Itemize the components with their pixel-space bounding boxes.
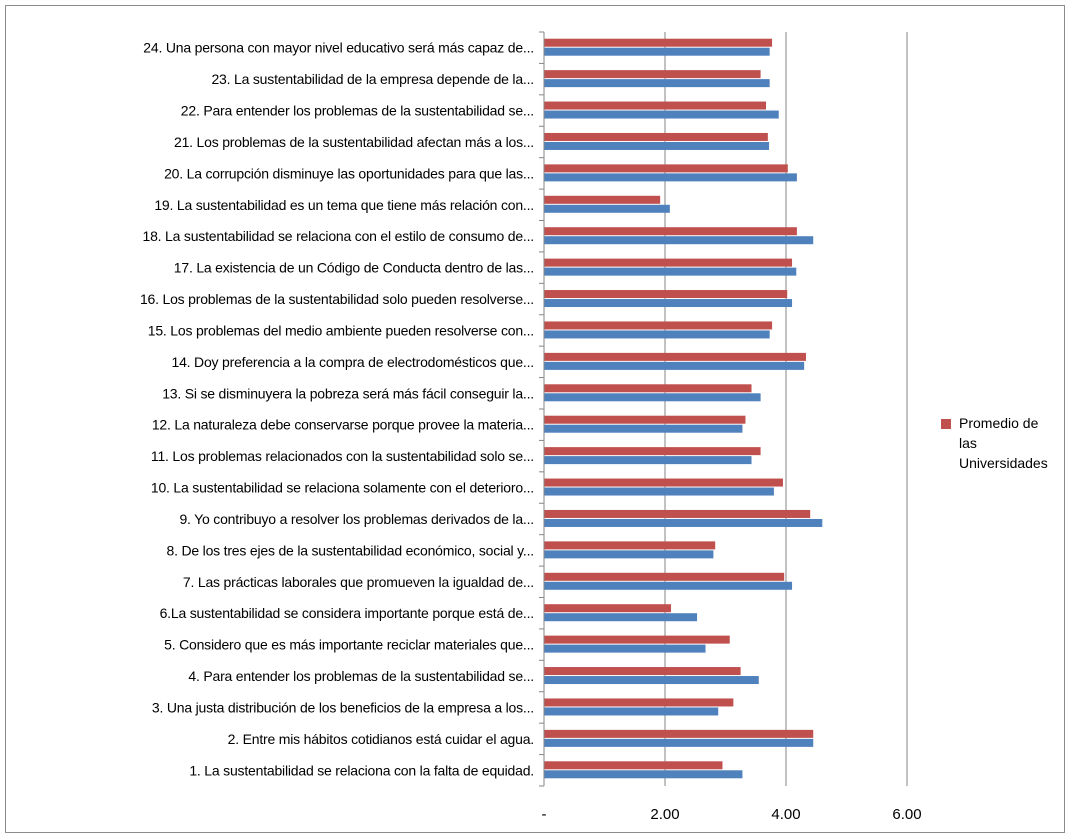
category-label: 2. Entre mis hábitos cotidianos está cui… [228,731,534,747]
category-label: 17. La existencia de un Código de Conduc… [174,260,534,276]
bars [544,38,823,779]
bar-series-2 [544,267,797,276]
bar-series-2 [544,204,670,213]
category-label: 22. Para entender los problemas de la su… [181,103,534,119]
legend-swatch [941,419,951,429]
category-label: 7. Las prácticas laborales que promueven… [183,574,534,590]
category-label: 3. Una justa distribución de los benefic… [152,699,534,715]
category-label: 6.La sustentabilidad se considera import… [160,605,534,621]
bar-series-2 [544,707,719,716]
category-label: 13. Si se disminuyera la pobreza será má… [162,385,534,401]
category-label: 14. Doy preferencia a la compra de elect… [171,354,534,370]
bar-series-2 [544,299,793,308]
bar-series-2 [544,173,797,182]
x-tick-labels: - 2.00 4.00 6.00 [542,806,922,823]
bar-series-2 [544,79,770,88]
category-label: 4. Para entender los problemas de la sus… [188,668,534,684]
category-label: 19. La sustentabilidad es un tema que ti… [154,197,534,213]
bar-chart: 1. La sustentabilidad se relaciona con l… [140,31,1048,823]
legend-label: Promedio de las Universidades [959,415,1048,471]
category-label: 21. Los problemas de la sustentabilidad … [174,134,534,150]
bar-series-2 [544,141,770,150]
category-labels: 1. La sustentabilidad se relaciona con l… [140,40,534,779]
bar-series-1 [544,415,746,424]
category-label: 16. Los problemas de la sustentabilidad … [140,291,534,307]
bar-series-1 [544,541,716,550]
bar-series-1 [544,604,672,613]
category-label: 9. Yo contribuyo a resolver los problema… [179,511,534,527]
category-label: 12. La naturaleza debe conservarse porqu… [152,417,534,433]
bar-series-1 [544,321,773,330]
bar-series-1 [544,572,785,581]
y-axis [539,31,545,787]
category-label: 1. La sustentabilidad se relaciona con l… [189,762,534,778]
bar-series-1 [544,761,723,770]
bar-series-1 [544,384,752,393]
bar-series-2 [544,550,714,559]
bar-series-2 [544,330,770,339]
gridlines [664,32,908,786]
bar-series-1 [544,352,806,361]
legend: Promedio de las Universidades [941,415,1048,471]
category-label: 10. La sustentabilidad se relaciona sola… [151,480,534,496]
category-label: 20. La corrupción disminuye las oportuni… [164,165,534,181]
bar-series-1 [544,729,814,738]
bar-series-2 [544,613,698,622]
bar-series-1 [544,290,788,299]
bar-series-1 [544,258,793,267]
bar-series-2 [544,487,774,496]
x-tick-label: - [542,806,547,823]
category-label: 11. Los problemas relacionados con la su… [151,448,534,464]
bar-series-2 [544,676,759,685]
bar-series-2 [544,47,770,56]
bar-series-2 [544,456,752,465]
bar-series-2 [544,393,761,402]
category-label: 8. De los tres ejes de la sustentabilida… [167,542,534,558]
bar-series-2 [544,770,743,779]
bar-series-1 [544,195,661,204]
x-tick-label: 4.00 [771,806,800,823]
bar-series-2 [544,738,814,747]
bar-series-2 [544,518,823,527]
bar-series-2 [544,236,814,245]
bar-series-2 [544,644,706,653]
bar-series-1 [544,478,783,487]
bar-series-1 [544,101,767,110]
bar-series-1 [544,38,773,47]
x-tick-label: 2.00 [650,806,679,823]
category-label: 23. La sustentabilidad de la empresa dep… [211,71,534,87]
bar-series-1 [544,447,761,456]
bar-series-2 [544,110,779,119]
category-label: 5. Considero que es más importante recic… [164,637,534,653]
bar-series-2 [544,361,805,370]
bar-series-1 [544,227,797,236]
x-tick-label: 6.00 [892,806,921,823]
category-label: 15. Los problemas del medio ambiente pue… [148,322,534,338]
bar-series-2 [544,581,793,590]
bar-series-1 [544,509,811,518]
chart-frame: 1. La sustentabilidad se relaciona con l… [5,5,1065,833]
bar-series-1 [544,70,761,79]
category-label: 24. Una persona con mayor nivel educativ… [143,40,534,56]
bar-series-1 [544,132,768,141]
bar-series-1 [544,635,730,644]
bar-series-1 [544,698,734,707]
bar-series-1 [544,164,788,173]
bar-series-2 [544,424,743,433]
category-label: 18. La sustentabilidad se relaciona con … [142,228,534,244]
bar-series-1 [544,667,741,676]
